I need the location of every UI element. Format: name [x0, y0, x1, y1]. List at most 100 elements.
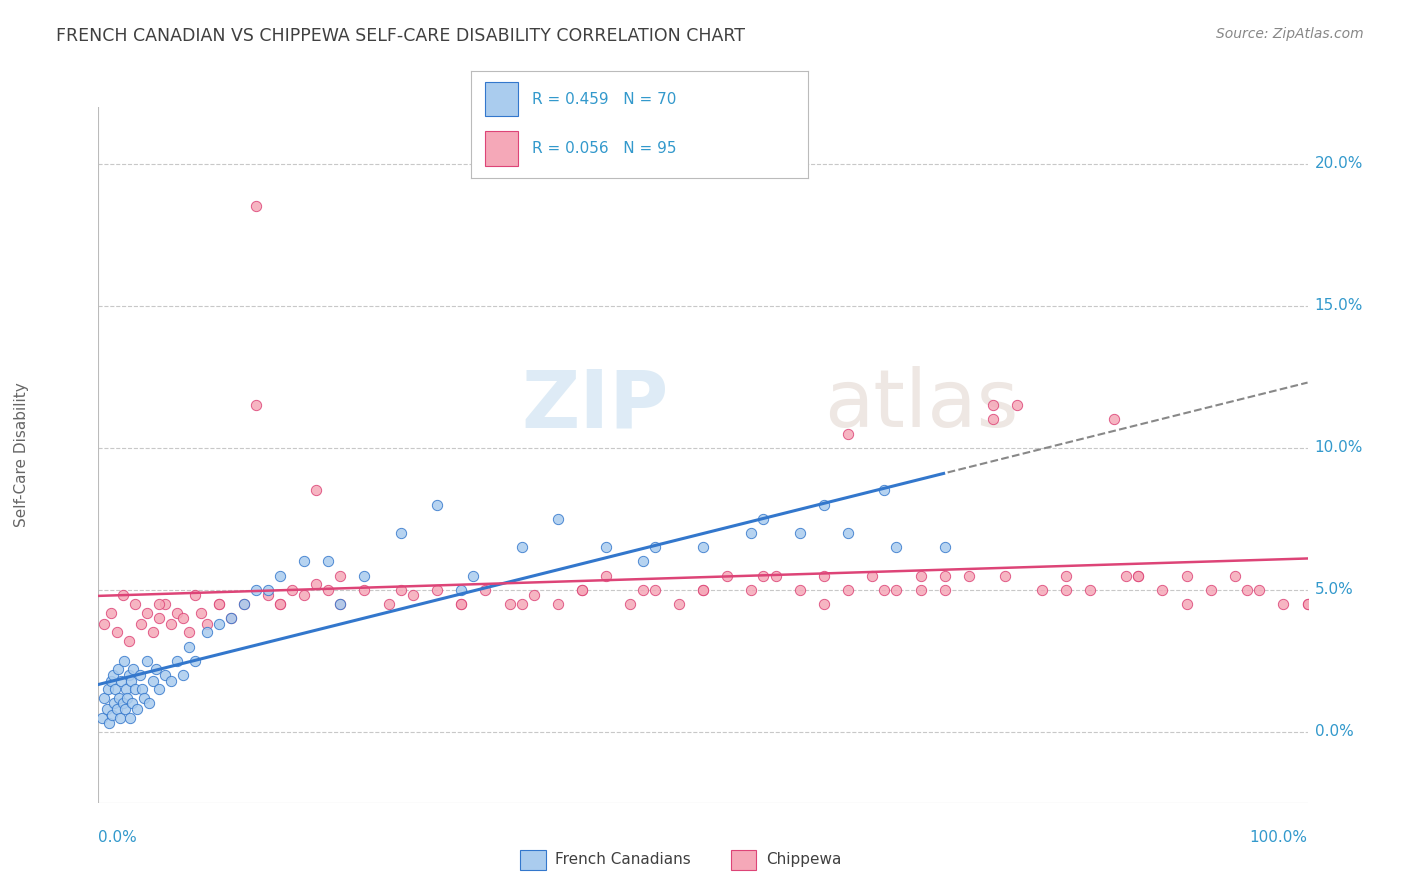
Point: [873, 483, 896, 498]
Point: [245, 398, 267, 412]
Point: [1031, 582, 1053, 597]
Point: [765, 568, 787, 582]
Point: [1296, 597, 1319, 611]
Point: [160, 616, 183, 631]
Point: [153, 597, 176, 611]
Text: 0.0%: 0.0%: [98, 830, 138, 845]
Point: [426, 498, 449, 512]
Point: [305, 483, 328, 498]
Point: [305, 577, 328, 591]
Point: [98, 716, 121, 731]
Point: [981, 398, 1004, 412]
Point: [100, 606, 122, 620]
Text: 20.0%: 20.0%: [1315, 156, 1362, 171]
Point: [510, 597, 533, 611]
Point: [740, 582, 762, 597]
Point: [269, 597, 291, 611]
Point: [934, 568, 956, 582]
Point: [377, 597, 399, 611]
Point: [101, 668, 124, 682]
Point: [108, 690, 131, 705]
Point: [91, 710, 114, 724]
Point: [115, 682, 138, 697]
Point: [142, 673, 165, 688]
Point: [1175, 568, 1198, 582]
Point: [105, 625, 128, 640]
Point: [221, 611, 243, 625]
Point: [523, 589, 546, 603]
Point: [195, 625, 218, 640]
Point: [981, 412, 1004, 426]
Point: [120, 673, 142, 688]
Point: [172, 668, 194, 682]
Point: [118, 634, 141, 648]
Point: [127, 702, 149, 716]
Point: [118, 668, 141, 682]
Point: [134, 690, 156, 705]
Point: [100, 673, 122, 688]
Point: [111, 589, 134, 603]
Point: [498, 597, 520, 611]
Point: [316, 554, 339, 568]
Point: [571, 582, 593, 597]
Point: [934, 582, 956, 597]
Point: [571, 582, 593, 597]
Point: [426, 582, 449, 597]
Text: FRENCH CANADIAN VS CHIPPEWA SELF-CARE DISABILITY CORRELATION CHART: FRENCH CANADIAN VS CHIPPEWA SELF-CARE DI…: [56, 27, 745, 45]
Point: [463, 568, 485, 582]
Point: [353, 568, 375, 582]
Point: [1078, 582, 1101, 597]
Point: [179, 640, 201, 654]
Point: [190, 606, 212, 620]
Point: [316, 582, 339, 597]
Point: [510, 540, 533, 554]
Point: [389, 526, 412, 541]
Point: [245, 199, 267, 213]
Point: [595, 540, 617, 554]
Point: [138, 697, 160, 711]
Text: R = 0.459   N = 70: R = 0.459 N = 70: [531, 92, 676, 107]
Point: [813, 597, 835, 611]
Point: [1199, 582, 1222, 597]
Point: [595, 568, 617, 582]
Point: [93, 690, 115, 705]
Point: [232, 597, 254, 611]
Point: [121, 697, 143, 711]
Point: [402, 589, 425, 603]
Point: [353, 582, 375, 597]
Point: [131, 682, 153, 697]
Point: [837, 582, 859, 597]
Point: [1054, 582, 1077, 597]
Point: [184, 589, 207, 603]
Point: [93, 616, 115, 631]
Point: [195, 616, 218, 631]
Text: 15.0%: 15.0%: [1315, 298, 1362, 313]
Point: [100, 707, 122, 722]
Point: [837, 526, 859, 541]
Point: [886, 540, 908, 554]
Text: 100.0%: 100.0%: [1250, 830, 1308, 845]
Bar: [485, 131, 519, 166]
Point: [329, 597, 352, 611]
Point: [129, 616, 152, 631]
Point: [110, 673, 132, 688]
Text: atlas: atlas: [824, 367, 1018, 444]
Point: [124, 682, 146, 697]
Point: [450, 597, 472, 611]
Point: [292, 589, 315, 603]
Point: [112, 654, 135, 668]
Point: [474, 582, 496, 597]
Text: Source: ZipAtlas.com: Source: ZipAtlas.com: [1216, 27, 1364, 41]
Point: [166, 606, 188, 620]
Point: [148, 682, 170, 697]
Text: French Canadians: French Canadians: [555, 853, 692, 867]
Point: [128, 668, 150, 682]
Point: [813, 498, 835, 512]
Point: [145, 662, 167, 676]
Point: [1128, 568, 1150, 582]
Point: [245, 582, 267, 597]
Point: [104, 682, 127, 697]
Point: [117, 690, 139, 705]
Point: [994, 568, 1017, 582]
Point: [329, 568, 352, 582]
